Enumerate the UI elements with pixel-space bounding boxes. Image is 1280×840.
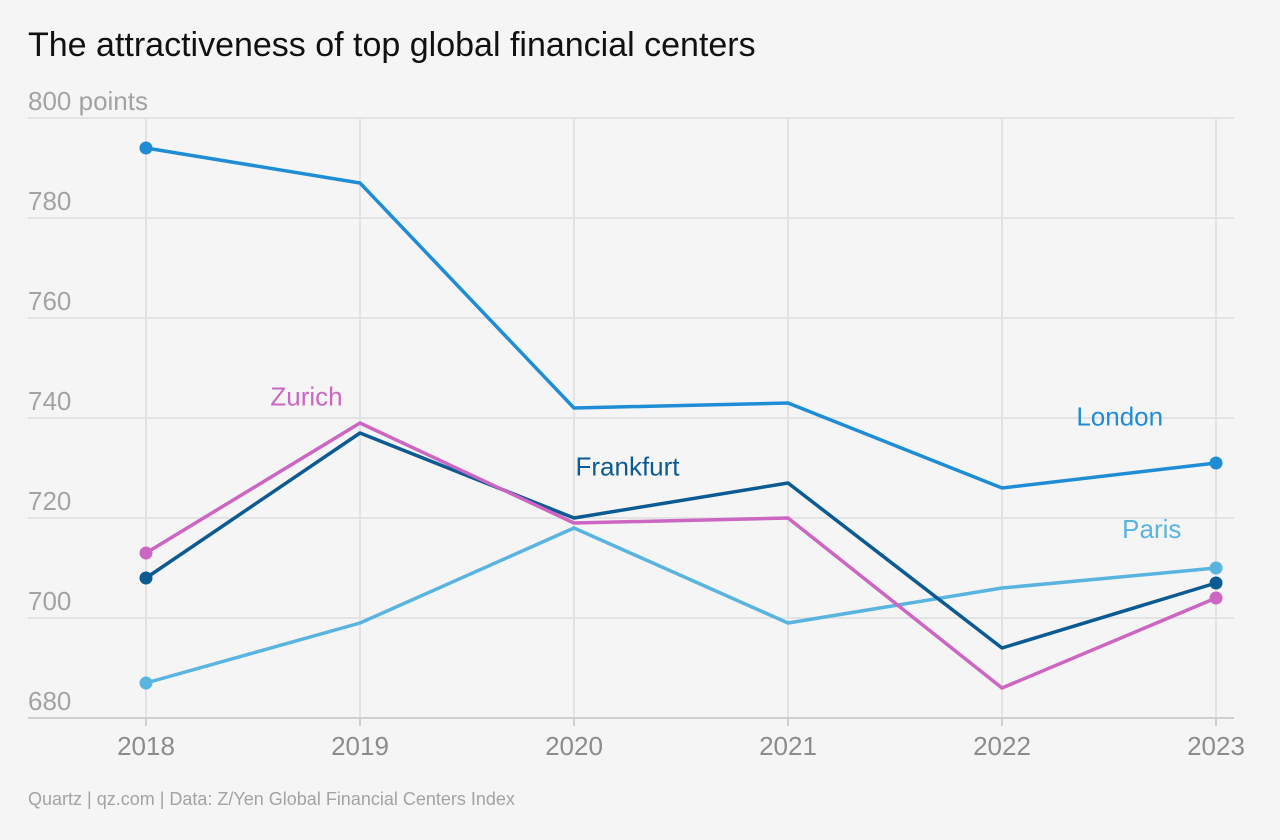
y-tick-label: 680 — [28, 686, 71, 716]
series-label-london: London — [1076, 402, 1163, 432]
series-end-point — [1209, 561, 1223, 575]
y-tick-label: 800 points — [28, 86, 148, 116]
x-axis-ticks: 2018 2019 2020 2021 2022 2023 — [117, 718, 1245, 761]
series-line-paris — [144, 526, 1218, 685]
y-axis-ticks: 680 700 720 740 760 780 800 points — [28, 86, 148, 716]
x-tick-label: 2018 — [117, 731, 175, 761]
series-end-point — [1209, 456, 1223, 470]
series-line-london — [144, 146, 1218, 490]
y-tick-label: 760 — [28, 286, 71, 316]
y-tick-label: 700 — [28, 586, 71, 616]
x-tick-label: 2019 — [331, 731, 389, 761]
y-tick-label: 740 — [28, 386, 71, 416]
series-line-zurich — [144, 421, 1218, 690]
series-start-point — [139, 571, 153, 585]
series-end-point — [1209, 591, 1223, 605]
series-label-frankfurt: Frankfurt — [575, 452, 680, 482]
x-tick-label: 2020 — [545, 731, 603, 761]
series-labels: London Zurich Frankfurt Paris — [270, 382, 1181, 545]
series-end-point — [1209, 576, 1223, 590]
x-tick-label: 2023 — [1187, 731, 1245, 761]
y-tick-label: 720 — [28, 486, 71, 516]
chart-title: The attractiveness of top global financi… — [28, 26, 756, 64]
source-note: Quartz | qz.com | Data: Z/Yen Global Fin… — [28, 789, 515, 809]
series-label-zurich: Zurich — [270, 382, 342, 412]
series-start-point — [139, 676, 153, 690]
x-tick-label: 2021 — [759, 731, 817, 761]
x-tick-label: 2022 — [973, 731, 1031, 761]
series-lines — [144, 146, 1218, 690]
series-start-point — [139, 546, 153, 560]
horizontal-gridlines — [28, 117, 1234, 719]
y-tick-label: 780 — [28, 186, 71, 216]
series-start-point — [139, 141, 153, 155]
series-line-frankfurt — [144, 431, 1218, 650]
series-endpoints — [139, 141, 1223, 690]
series-label-paris: Paris — [1122, 514, 1181, 544]
